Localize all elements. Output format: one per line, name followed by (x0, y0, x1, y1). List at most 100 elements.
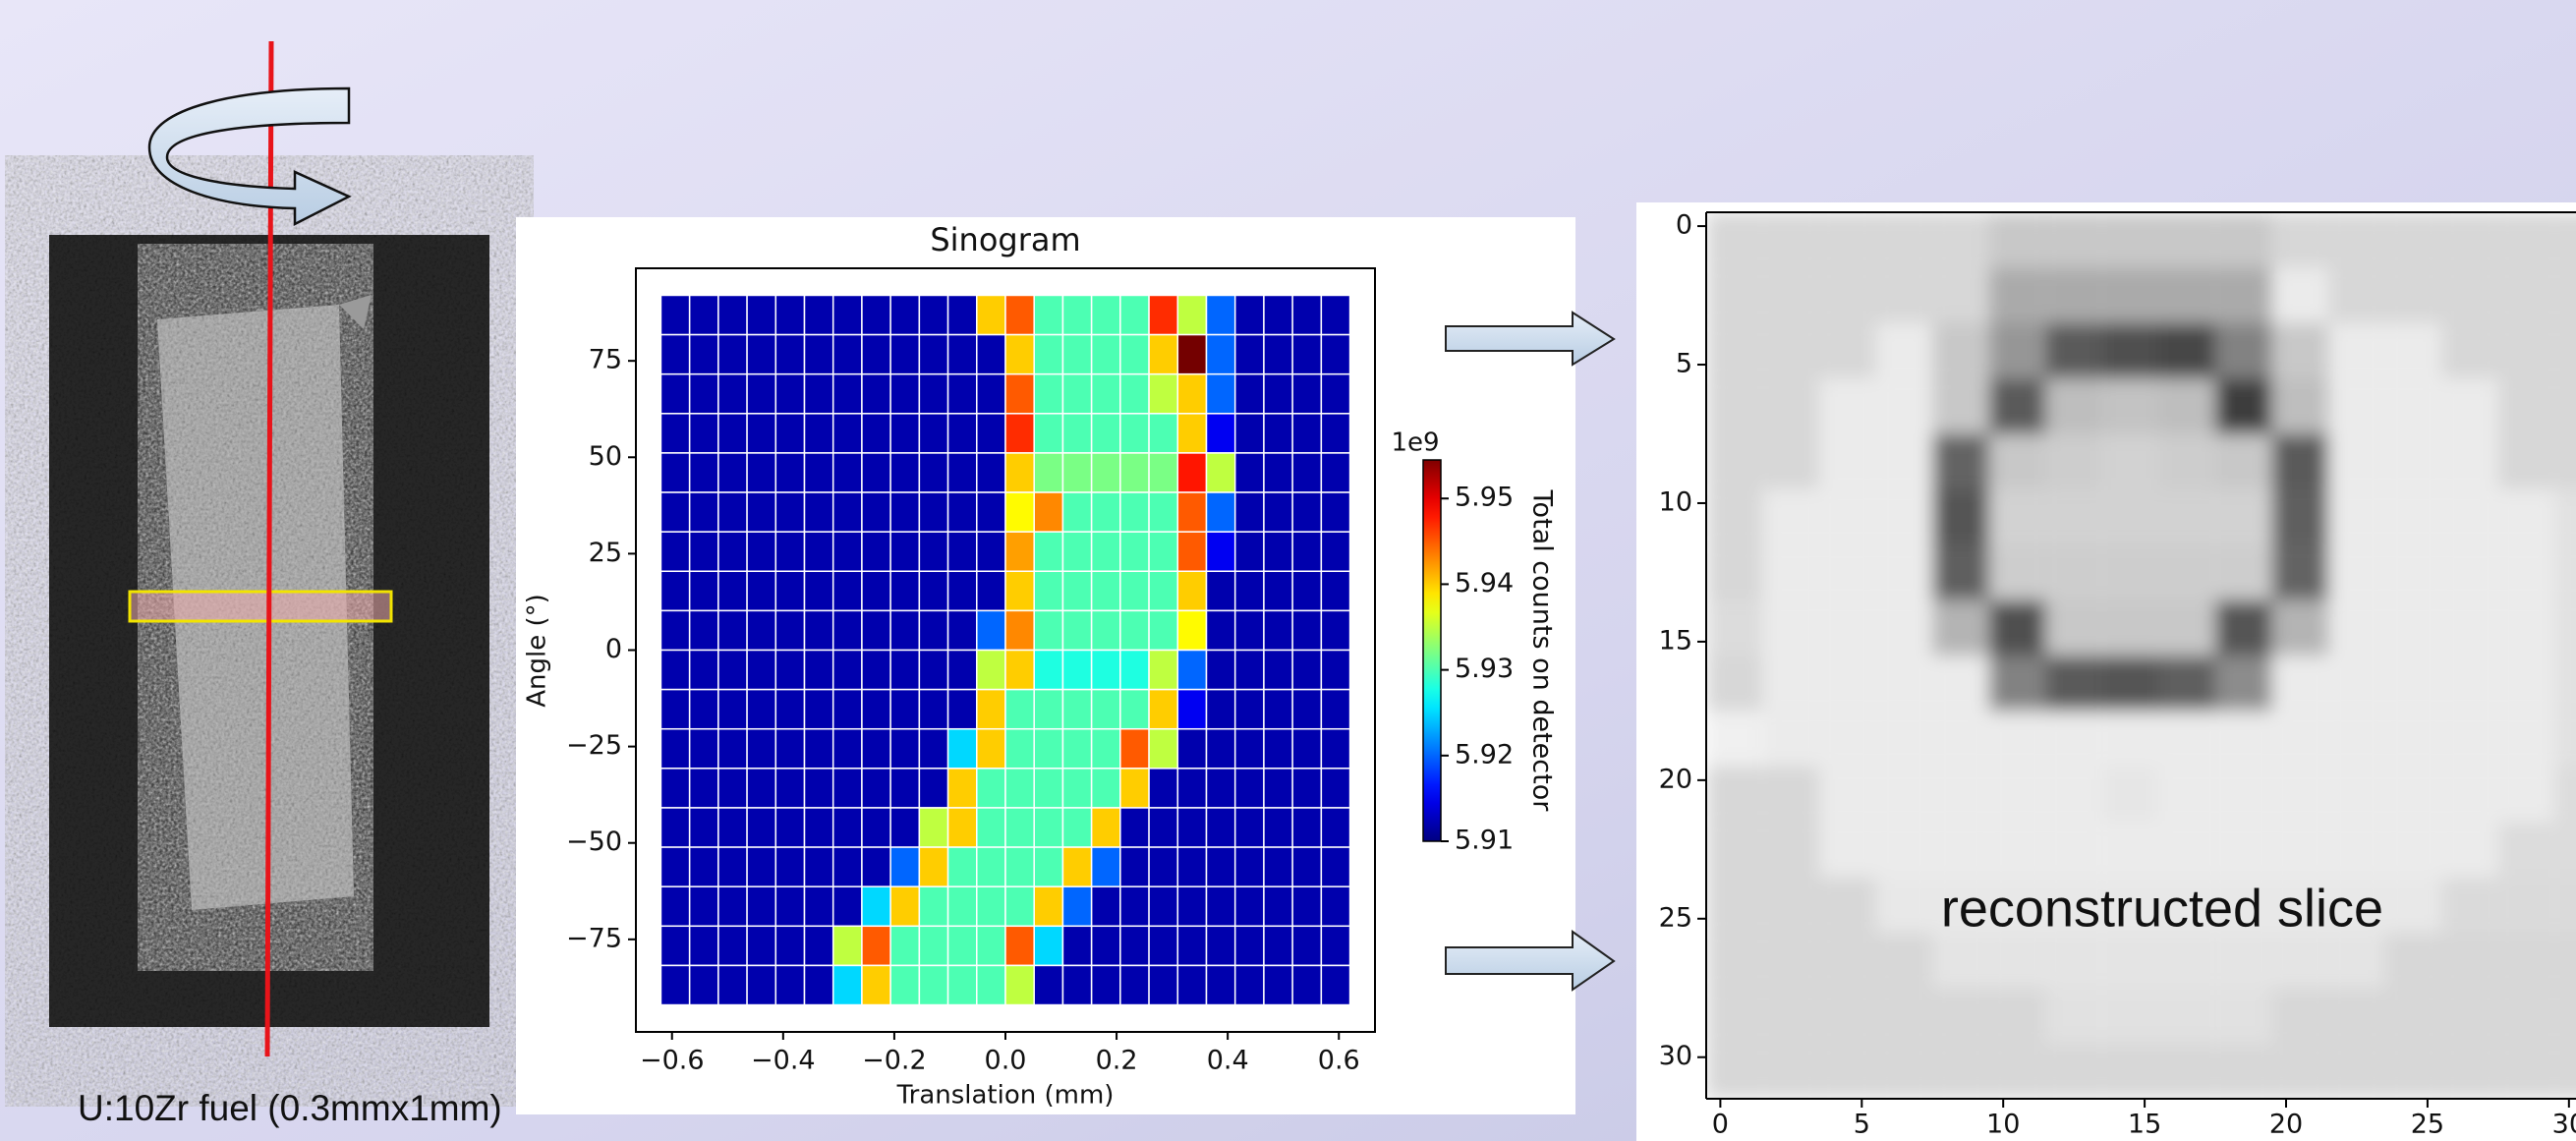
cell (1706, 212, 1763, 268)
cell (889, 531, 921, 573)
colorbar-tick-label: 5.94 (1455, 568, 1514, 599)
cell (1263, 768, 1293, 809)
cell (918, 688, 949, 730)
slice-box (128, 590, 393, 623)
cell (976, 333, 1006, 375)
cell (774, 491, 806, 533)
cell (1090, 491, 1121, 533)
cell (1119, 372, 1150, 415)
cell (2384, 544, 2442, 600)
cell (1875, 267, 1933, 323)
cell (1263, 964, 1293, 1006)
cell (2271, 877, 2329, 933)
y-tick-label: 10 (1659, 486, 1692, 517)
cell (1932, 822, 1989, 878)
cell (1233, 372, 1265, 415)
cell (1988, 544, 2046, 600)
cell (831, 768, 863, 809)
cell (2271, 822, 2329, 878)
cell (774, 649, 806, 691)
cell (1061, 372, 1093, 415)
x-tick-label: 5 (1854, 1110, 1870, 1140)
cell (1263, 649, 1293, 691)
cell (1291, 649, 1323, 691)
cell (831, 807, 863, 848)
cell (2441, 822, 2498, 878)
x-tick-label: 15 (2128, 1110, 2161, 1140)
cell (2045, 488, 2102, 545)
cell (717, 925, 748, 967)
cell (1205, 727, 1236, 770)
cell (659, 491, 691, 533)
cell (1988, 378, 2046, 434)
cell (1819, 711, 1876, 767)
cell (1176, 531, 1208, 573)
cell (946, 372, 978, 415)
cell (1004, 727, 1035, 770)
cell (1263, 491, 1293, 533)
cell (1119, 688, 1150, 730)
cell (2328, 267, 2385, 323)
cell (2441, 267, 2498, 323)
cell (746, 570, 777, 612)
cell (1988, 711, 2046, 767)
cell (2497, 988, 2555, 1044)
cell (2441, 877, 2498, 933)
cell (946, 768, 978, 809)
cell (746, 768, 777, 809)
cell (976, 372, 1006, 415)
cell (1988, 932, 2046, 989)
y-tick-label: −75 (566, 923, 622, 953)
cell (2497, 488, 2555, 545)
cell (2441, 599, 2498, 656)
cell (1988, 1043, 2046, 1099)
cell (1061, 885, 1093, 928)
cell (774, 609, 806, 652)
cell (946, 807, 978, 848)
cell (2045, 212, 2102, 268)
cell (1706, 822, 1763, 878)
cell (1706, 267, 1763, 323)
cell (1004, 609, 1035, 652)
cell (1148, 491, 1179, 533)
cell (2497, 711, 2555, 767)
cell (1706, 988, 1763, 1044)
cell (2497, 932, 2555, 989)
cell (1004, 294, 1035, 336)
cell (831, 294, 863, 336)
rotation-arrow (147, 86, 352, 227)
cell (717, 372, 748, 415)
cell (2271, 544, 2329, 600)
cell (1205, 413, 1236, 454)
cell (1176, 491, 1208, 533)
cell (2441, 988, 2498, 1044)
y-tick-label: 25 (1659, 902, 1692, 933)
cell (1205, 964, 1236, 1006)
cell (2497, 378, 2555, 434)
cell (1819, 267, 1876, 323)
cell (1233, 768, 1265, 809)
cell (2554, 322, 2576, 379)
chart-title: Sinogram (930, 221, 1080, 258)
cell (1033, 846, 1064, 887)
cell (1176, 925, 1208, 967)
cell (2328, 378, 2385, 434)
cell (2328, 488, 2385, 545)
cell (803, 846, 834, 887)
cell (803, 491, 834, 533)
cell (803, 964, 834, 1006)
cell (861, 491, 891, 533)
cell (717, 333, 748, 375)
cell (774, 846, 806, 887)
cell (2045, 267, 2102, 323)
cell (717, 294, 748, 336)
cell (1033, 531, 1064, 573)
cell (1205, 925, 1236, 967)
colorbar-tick-label: 5.95 (1455, 483, 1514, 513)
colorbar-tick-label: 5.93 (1455, 654, 1514, 684)
cell (918, 531, 949, 573)
cell (2328, 433, 2385, 489)
cell (1932, 433, 1989, 489)
cell (1988, 656, 2046, 712)
cell (1090, 649, 1121, 691)
